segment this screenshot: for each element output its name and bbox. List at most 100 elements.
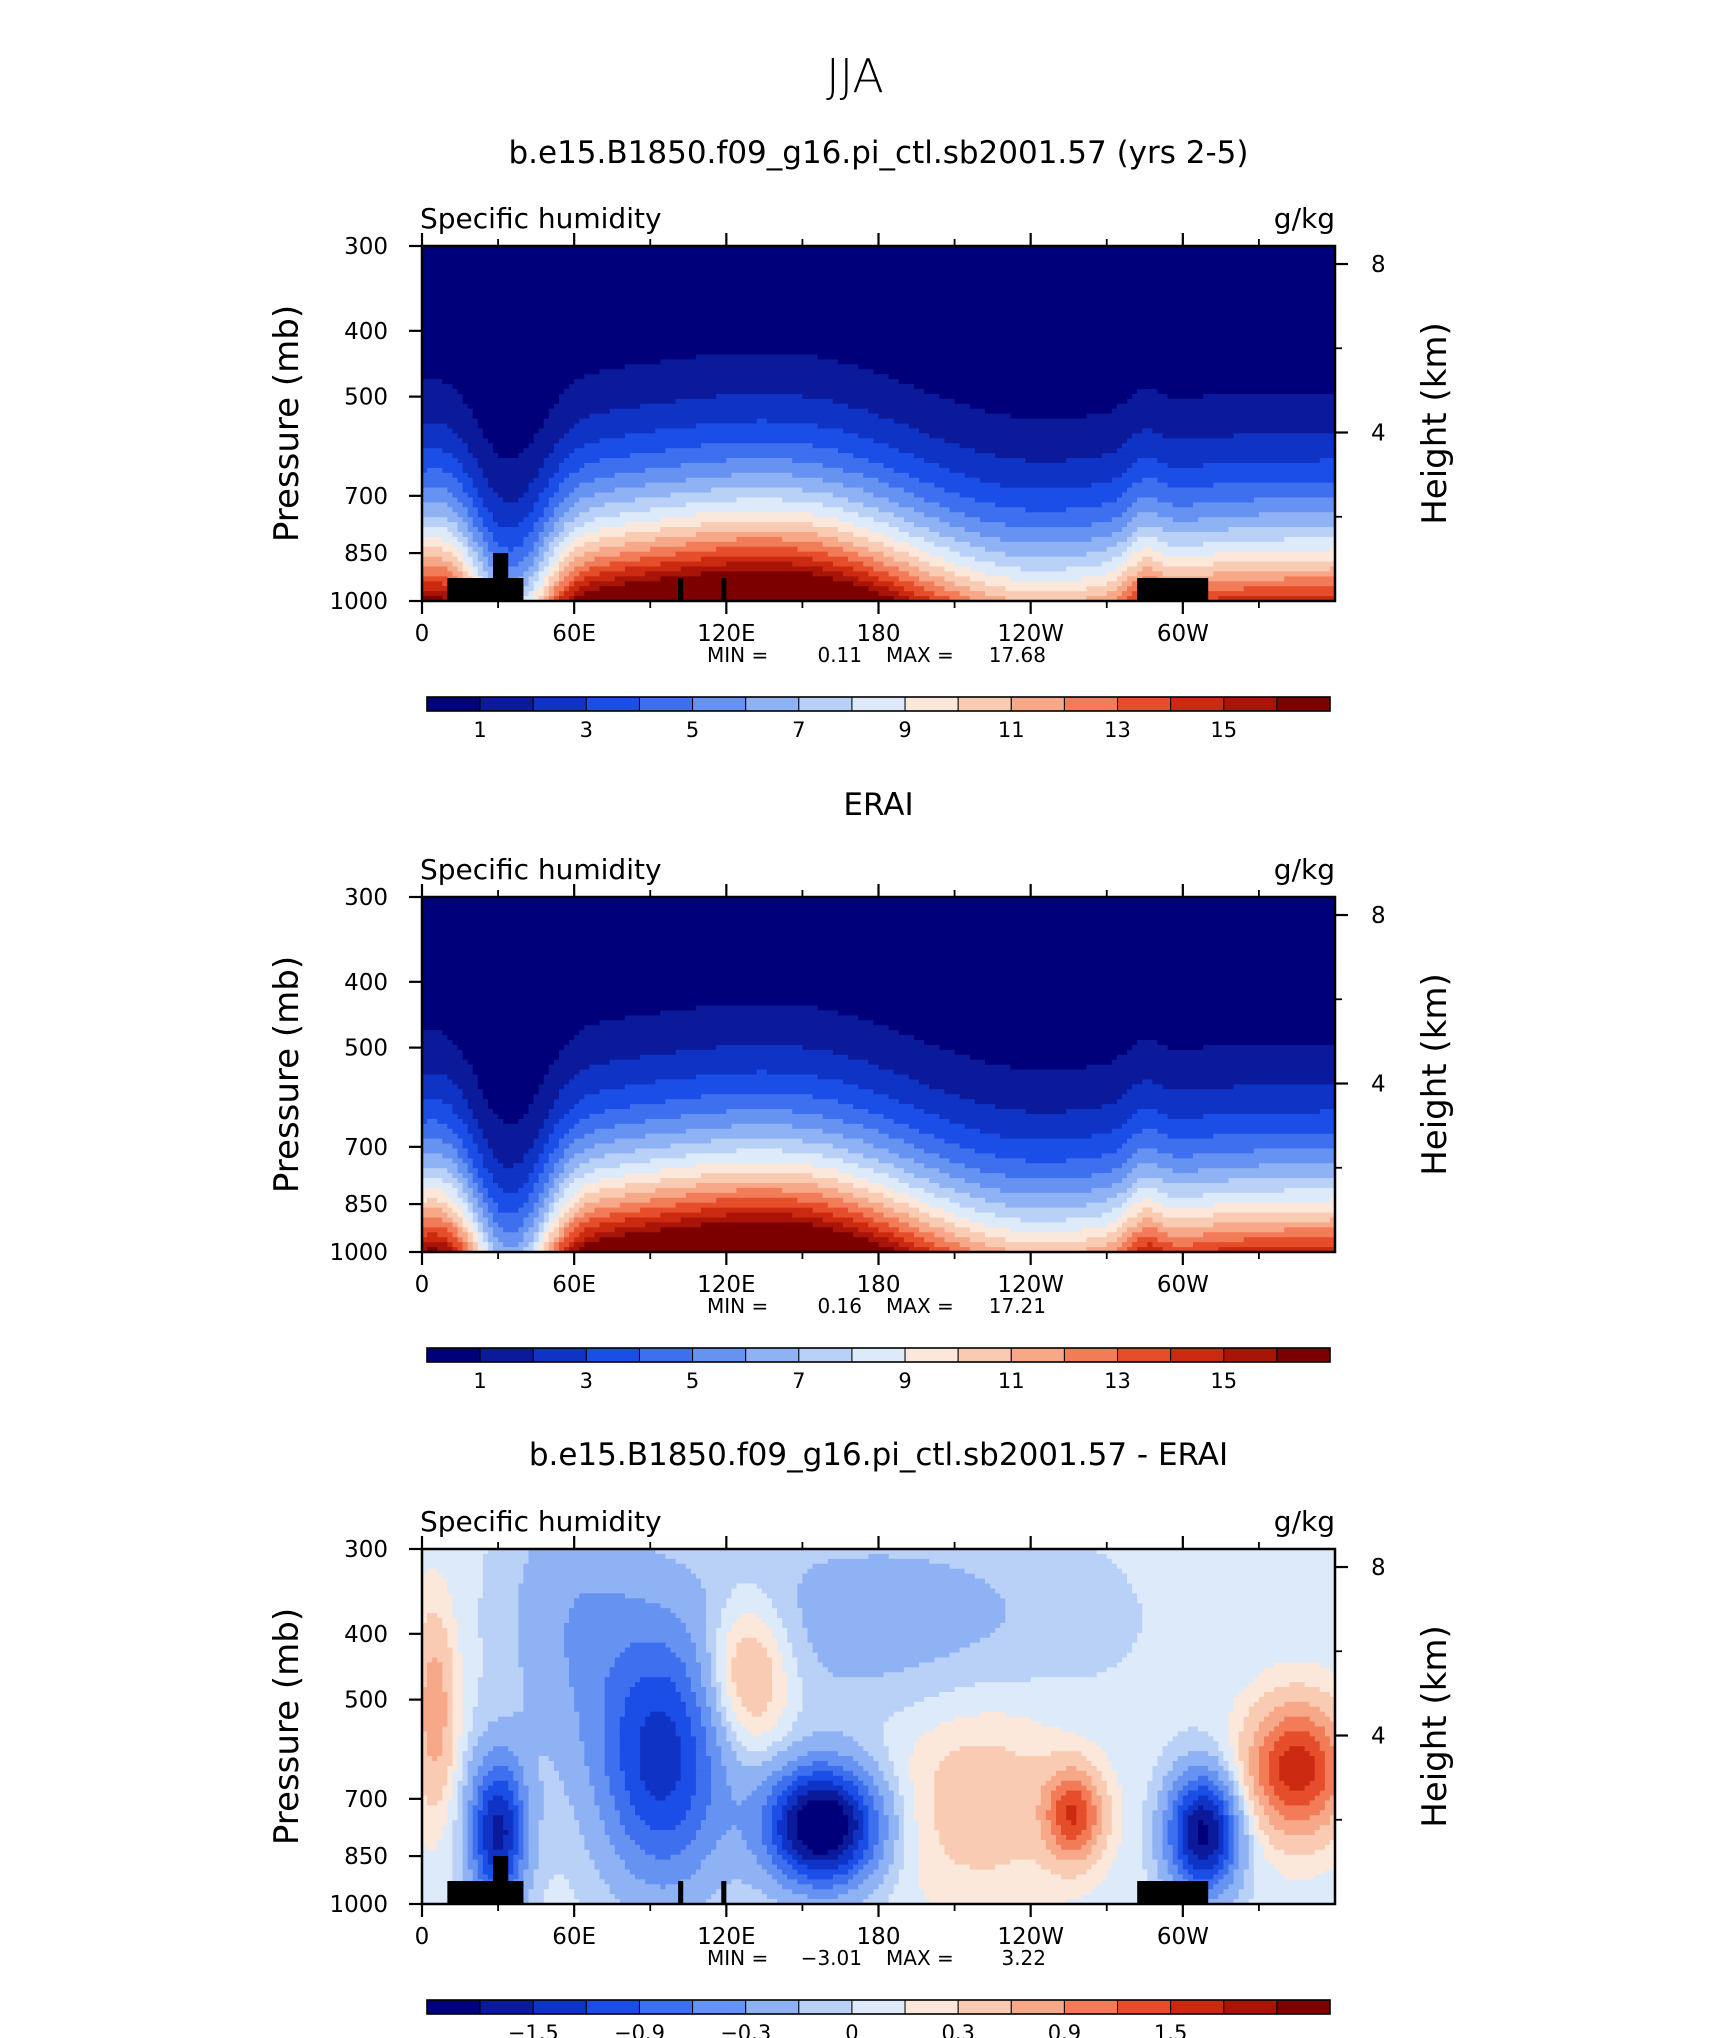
max-label: MAX =	[886, 643, 954, 667]
units-label: g/kg	[1274, 853, 1335, 886]
colorbar-label: −0.9	[614, 2021, 665, 2038]
colorbar-swatch	[1223, 1347, 1278, 1363]
y2-axis-title: Height (km)	[1415, 1625, 1455, 1828]
panel-title: b.e15.B1850.f09_g16.pi_ctl.sb2001.57 (yr…	[508, 135, 1248, 171]
colorbar-swatch	[904, 696, 959, 712]
min-value: 0.11	[817, 643, 862, 667]
colorbar-swatch	[1117, 1347, 1172, 1363]
y-tick-label: 500	[344, 1688, 388, 1714]
colorbar-label: 0.3	[941, 2021, 974, 2038]
colorbar-swatch	[851, 1347, 906, 1363]
y-tick-label: 850	[344, 1192, 388, 1218]
min-label: MIN =	[707, 1946, 768, 1970]
colorbar: −1.5 −0.9 −0.3 0 0.3 0.9 1.5	[426, 1999, 1331, 2038]
y-tick-label: 400	[344, 970, 388, 996]
colorbar-swatch	[1276, 696, 1331, 712]
colorbar-swatch	[957, 1999, 1012, 2015]
x-tick-label: 180	[857, 1272, 901, 1298]
colorbar-label: 0	[845, 2021, 858, 2038]
colorbar-swatch	[638, 1999, 694, 2015]
colorbar-label: 15	[1210, 1369, 1237, 1393]
x-tick-label: 120E	[697, 621, 755, 647]
colorbar-swatch	[1223, 696, 1278, 712]
colorbar-label: 1	[473, 1369, 486, 1393]
max-value: 17.68	[989, 643, 1046, 667]
colorbar-label: 13	[1104, 718, 1131, 742]
x-tick-label: 120W	[997, 1272, 1064, 1298]
colorbar-swatch	[532, 1347, 587, 1363]
colorbar-swatch	[479, 696, 534, 712]
x-tick-label: 60E	[552, 1924, 596, 1950]
colorbar-label: 11	[998, 1369, 1025, 1393]
y-tick-label: 850	[344, 1844, 388, 1870]
x-tick-label: 60W	[1157, 1924, 1209, 1950]
colorbar-swatch	[798, 1999, 853, 2015]
colorbar-swatch	[585, 696, 640, 712]
colorbar-swatch	[692, 1999, 747, 2015]
colorbar-label: 5	[686, 1369, 699, 1393]
y-tick-label: 300	[344, 234, 388, 260]
colorbar: 1 3 5 7 9 11 13 15	[426, 1347, 1331, 1393]
colorbar-swatch	[532, 696, 587, 712]
colorbar-label: 15	[1210, 718, 1237, 742]
colorbar-label: 0.9	[1048, 2021, 1081, 2038]
y-tick-label: 850	[344, 541, 388, 567]
max-value: 17.21	[989, 1294, 1046, 1318]
colorbar-label: 3	[580, 1369, 593, 1393]
y2-tick-label: 8	[1371, 252, 1386, 278]
y2-tick-label: 4	[1371, 421, 1386, 447]
y-tick-label: 400	[344, 1622, 388, 1648]
colorbar-swatch	[1223, 1999, 1278, 2015]
colorbar-swatch	[692, 1347, 747, 1363]
colorbar-swatch	[904, 1999, 959, 2015]
colorbar-swatch	[479, 1999, 534, 2015]
y-tick-label: 1000	[329, 1892, 388, 1918]
x-tick-label: 0	[415, 1924, 430, 1950]
x-tick-label: 60E	[552, 621, 596, 647]
y2-tick-label: 4	[1371, 1072, 1386, 1098]
y-tick-label: 300	[344, 1537, 388, 1563]
y2-axis-title: Height (km)	[1415, 973, 1455, 1176]
colorbar-swatch	[1170, 696, 1225, 712]
panel-title: ERAI	[843, 787, 913, 823]
x-tick-label: 0	[415, 1272, 430, 1298]
y-tick-label: 1000	[329, 589, 388, 615]
max-label: MAX =	[886, 1946, 954, 1970]
colorbar-swatch	[479, 1347, 534, 1363]
colorbar-label: 7	[792, 718, 805, 742]
min-value: −3.01	[801, 1946, 862, 1970]
max-label: MAX =	[886, 1294, 954, 1318]
min-label: MIN =	[707, 643, 768, 667]
colorbar-swatch	[426, 1999, 481, 2015]
y-tick-label: 700	[344, 1135, 388, 1161]
colorbar-label: −1.5	[508, 2021, 559, 2038]
colorbar-swatch	[585, 1999, 640, 2015]
contour-field	[422, 246, 1335, 601]
y-tick-label: 400	[344, 319, 388, 345]
colorbar-swatch	[851, 696, 906, 712]
colorbar-swatch	[957, 696, 1012, 712]
colorbar-swatch	[638, 1347, 694, 1363]
y-tick-label: 500	[344, 385, 388, 411]
colorbar-label: 3	[580, 718, 593, 742]
contour-field	[422, 897, 1335, 1252]
x-tick-label: 60W	[1157, 621, 1209, 647]
colorbar-label: 5	[686, 718, 699, 742]
variable-label: Specific humidity	[420, 853, 662, 886]
y2-tick-label: 8	[1371, 903, 1386, 929]
x-tick-label: 60W	[1157, 1272, 1209, 1298]
colorbar-label: 7	[792, 1369, 805, 1393]
colorbar-swatch	[1010, 1347, 1065, 1363]
colorbar-label: −0.3	[720, 2021, 771, 2038]
y2-tick-label: 8	[1371, 1555, 1386, 1581]
y2-tick-label: 4	[1371, 1724, 1386, 1750]
colorbar-label: 11	[998, 718, 1025, 742]
colorbar-swatch	[745, 1999, 800, 2015]
y-tick-label: 1000	[329, 1240, 388, 1266]
colorbar-swatch	[798, 1347, 853, 1363]
colorbar-swatch	[904, 1347, 959, 1363]
contour-field	[422, 1549, 1335, 1904]
colorbar-swatch	[1010, 696, 1065, 712]
topography-mask	[447, 1856, 1209, 1905]
